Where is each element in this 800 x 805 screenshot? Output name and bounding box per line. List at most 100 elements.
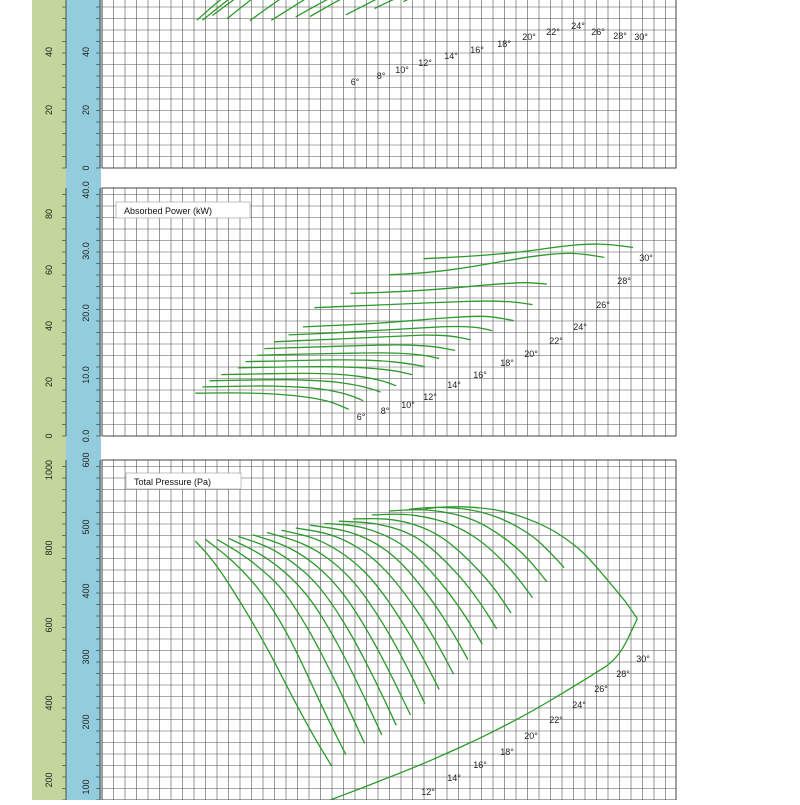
- plot-background: [102, 188, 676, 436]
- panel-1: 6° 8° 10° 12° 14° 16° 18° 20° 22° 24° 26° 28° 30° 0 20…: [62, 0, 677, 171]
- angle-label: 22°: [549, 336, 563, 346]
- curve-14deg: [249, 0, 280, 22]
- panel-2: Absorbed Power (kW) 6° 8° 10° 12° 14° 16° 18° 20…: [44, 181, 677, 443]
- right-axis-tick: 600: [81, 452, 91, 467]
- gridlines: [101, 188, 676, 437]
- curve-line-14: [423, 243, 634, 260]
- right-axis-tick: 20: [81, 105, 91, 115]
- gridlines: [101, 0, 676, 169]
- curve-22deg: [274, 334, 471, 343]
- curve-22deg: [345, 0, 377, 16]
- angle-label: 20°: [522, 32, 536, 42]
- angle-label: 18°: [497, 39, 511, 49]
- curve-12deg: [226, 0, 252, 20]
- left-axis-tick: 200: [44, 772, 54, 787]
- angle-label: 8°: [381, 406, 390, 416]
- right-axis-tick: 0.0: [81, 430, 91, 443]
- left-axis-tick: 60: [44, 265, 54, 275]
- right-axis-tick: 10.0: [81, 366, 91, 384]
- angle-label: 24°: [573, 322, 587, 332]
- curve-24deg: [288, 325, 493, 336]
- right-axis-tick: 0: [81, 165, 91, 170]
- curves: [194, 506, 638, 800]
- angle-label: 6°: [357, 412, 366, 422]
- right-axis: 100 200 300 400 500 600: [81, 452, 101, 801]
- panel-title: Total Pressure (Pa): [134, 477, 211, 487]
- curve-20deg: [309, 0, 341, 18]
- angle-label: 30°: [634, 32, 648, 42]
- angle-label: 30°: [636, 654, 650, 664]
- panel-title-box: [115, 201, 251, 219]
- curve-line-6: [266, 531, 426, 704]
- angle-label: 16°: [473, 370, 487, 380]
- curve-12deg: [221, 372, 397, 387]
- curve-28deg: [314, 300, 533, 309]
- angle-label: 20°: [524, 349, 538, 359]
- angle-label: 18°: [500, 358, 514, 368]
- curve-line-14: [388, 509, 548, 583]
- left-axis-tick: 40: [44, 321, 54, 331]
- left-axis-tick: 0: [44, 433, 54, 438]
- curve-line-4: [238, 535, 397, 726]
- curve-line-15: [409, 506, 565, 569]
- left-axis-tick: 800: [44, 540, 54, 555]
- right-axis-tick: 300: [81, 649, 91, 664]
- plot-background: [102, 460, 676, 800]
- angle-label: 14°: [447, 773, 461, 783]
- right-axis-tick: 40: [81, 47, 91, 57]
- right-axis-tick: 400: [81, 583, 91, 598]
- right-axis-tick: 20.0: [81, 304, 91, 322]
- curve-line-11: [338, 520, 498, 630]
- curve-26deg: [302, 315, 514, 328]
- curve-24deg: [374, 0, 394, 10]
- angle-label: 6°: [351, 77, 360, 87]
- angle-label: 28°: [616, 669, 630, 679]
- curve-18deg: [295, 0, 328, 18]
- plot-frame: [101, 0, 677, 169]
- angle-label: 24°: [571, 21, 585, 31]
- curve-8deg: [202, 385, 364, 402]
- angle-label: 12°: [418, 58, 432, 68]
- angle-label: 10°: [395, 65, 409, 75]
- curve-line-12: [353, 518, 512, 614]
- curve-line-9: [310, 524, 469, 660]
- right-axis-tick: 500: [81, 519, 91, 534]
- curve-line-16: [424, 506, 638, 620]
- left-axis-tick: 400: [44, 695, 54, 710]
- curves: [195, 243, 634, 410]
- angle-label: 14°: [444, 51, 458, 61]
- angle-label: 14°: [447, 380, 461, 390]
- plot-frame: [101, 187, 677, 437]
- curve-line-2: [216, 538, 366, 744]
- left-axis: [62, 0, 67, 169]
- right-axis: 0 20 40: [81, 0, 101, 171]
- right-axis-tick: 200: [81, 714, 91, 729]
- right-axis-band: [66, 0, 101, 800]
- left-axis-tick: 20: [44, 377, 54, 387]
- curve-line-1: [204, 538, 347, 755]
- angle-label: 22°: [546, 27, 560, 37]
- angle-label: 24°: [572, 700, 586, 710]
- angle-label: 26°: [591, 27, 605, 37]
- left-axis: 200 400 600 800 1000: [44, 460, 67, 801]
- panel-title-box: [125, 472, 242, 490]
- angle-label: 16°: [470, 45, 484, 55]
- curves: [196, 0, 409, 22]
- angle-label: 28°: [613, 31, 627, 41]
- panel-3: Total Pressure (Pa) 12° 14° 16° 18° 20° 22° 24°…: [44, 452, 677, 801]
- left-axis-tick: 40: [44, 47, 54, 57]
- curve-line-3: [228, 537, 383, 736]
- curve-10deg: [209, 379, 381, 393]
- curve-6deg: [195, 392, 350, 410]
- curve-20deg: [264, 344, 456, 352]
- angle-label: 12°: [423, 392, 437, 402]
- curve-6deg: [196, 0, 222, 21]
- right-axis-tick: 30.0: [81, 242, 91, 260]
- curve-30deg: [350, 282, 547, 295]
- angle-label: 16°: [473, 760, 487, 770]
- angle-label: 30°: [639, 253, 653, 263]
- right-axis-tick: 40.0: [81, 181, 91, 199]
